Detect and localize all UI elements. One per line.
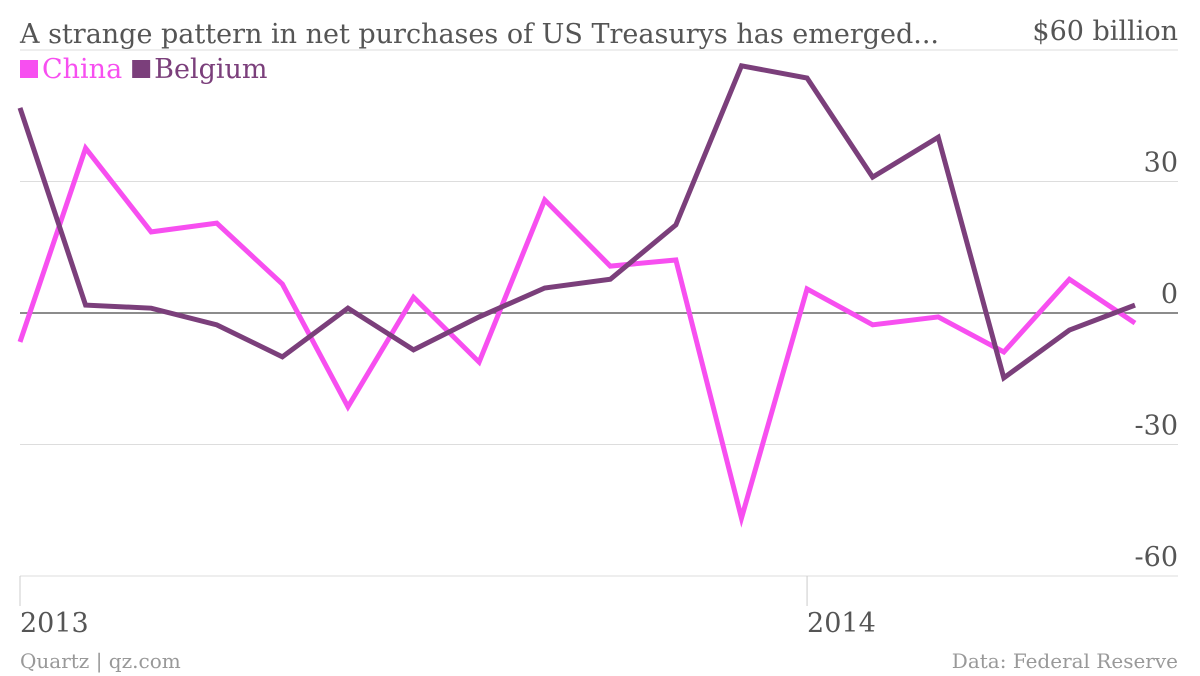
series-line [17,143,1137,528]
series-line [17,62,1136,383]
y-tick-label: 30 [1144,148,1178,179]
legend-swatch [20,60,38,78]
source: Data: Federal Reserve [952,649,1178,673]
y-tick-label: -60 [1135,542,1178,573]
y-tick-label: $60 billion [1032,16,1178,47]
credit: Quartz | qz.com [20,649,181,674]
legend-label: Belgium [154,54,267,85]
y-tick-label: -30 [1135,411,1178,442]
legend: China Belgium [20,54,268,85]
x-tick-label: 2014 [807,608,876,639]
legend-label: China [42,54,122,85]
x-tick-label: 2013 [20,608,89,639]
chart-title: A strange pattern in net purchases of US… [19,19,939,50]
y-tick-label: 0 [1161,279,1178,310]
legend-swatch [132,60,151,78]
